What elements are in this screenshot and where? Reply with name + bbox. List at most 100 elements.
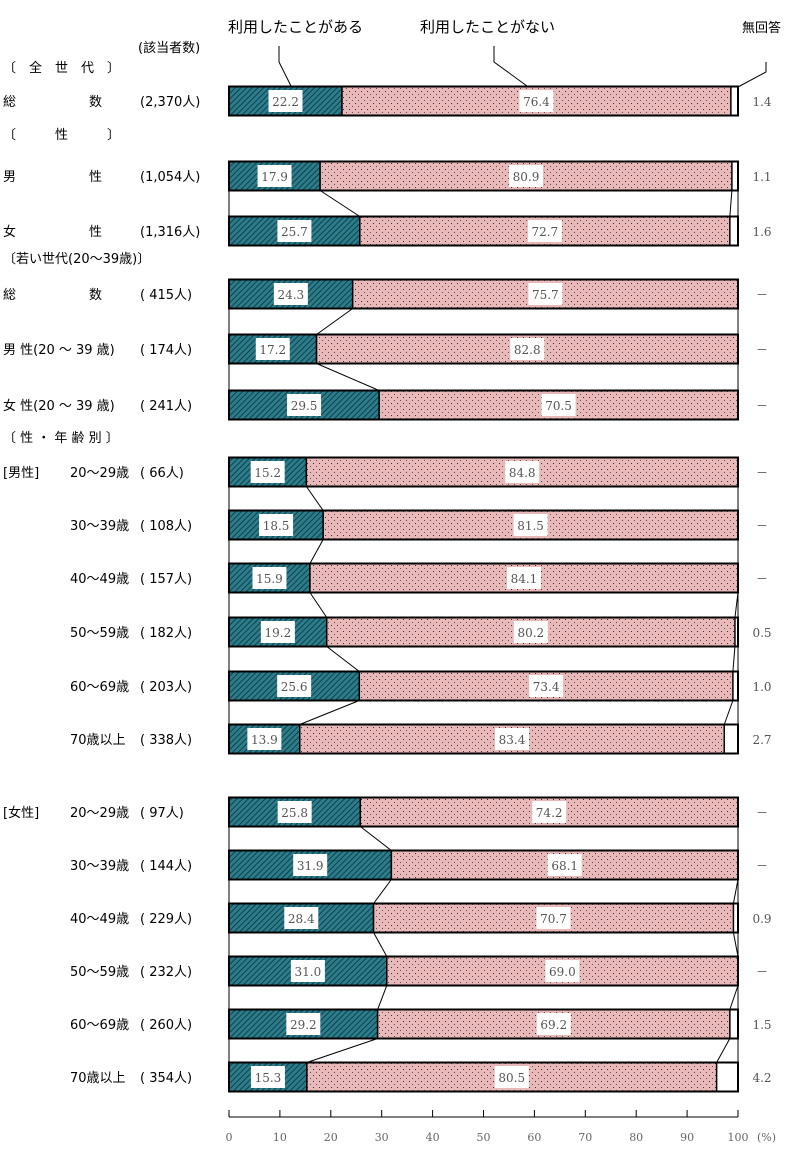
data-label-bg [293,854,328,876]
legend-leader-line [278,46,292,87]
connector-line [305,486,324,511]
bar-outline [228,456,739,488]
row-count: (1,054人) [140,170,200,185]
data-label-bg [284,907,319,929]
row-count: ( 203人) [140,680,192,695]
data-label-bg [277,220,312,242]
data-label-bg [510,338,545,360]
data-label-bg [527,220,562,242]
data-label-bg [273,283,308,305]
data-label-bg [277,675,312,697]
data-label-bg [494,1066,529,1088]
no-answer-label: 1.1 [752,170,771,184]
data-label-bg [519,90,554,112]
bar-outline [228,389,739,421]
data-label-bg [509,165,544,187]
legend-not-used: 利用したことがない [420,18,555,36]
bar-outline [228,160,739,192]
data-label-bg [547,854,582,876]
bar-outline [228,796,739,828]
data-label: 76.4 [523,95,550,109]
row-label: 50～59歳 [70,626,129,641]
data-label: 25.7 [281,225,308,239]
data-label: 31.9 [297,859,324,873]
connector-line [723,700,734,725]
x-tick-label: 80 [629,1131,643,1144]
row-count: ( 229人) [140,912,192,927]
x-tick-label: 90 [680,1131,694,1144]
group-label: [女性] [3,805,39,821]
connector-line [326,646,360,672]
data-label: 29.2 [290,1018,317,1032]
row-label: 60～69歳 [70,680,129,695]
data-label: 15.3 [255,1071,282,1085]
data-label: 25.8 [281,806,308,820]
no-answer-label: － [756,343,768,357]
data-label: 29.5 [291,399,318,413]
no-answer-label: 1.4 [752,95,771,109]
data-label: 68.1 [551,859,578,873]
row-label: 70歳以上 [70,733,126,748]
connector-line [299,700,360,725]
connector-line [732,646,736,672]
legend-used: 利用したことがある [228,18,363,36]
data-label-bg [541,394,576,416]
no-answer-label: 4.2 [752,1071,771,1085]
row-label: 70歳以上 [70,1071,126,1086]
row-label: 60～69歳 [70,1018,129,1033]
connector-line [316,363,380,391]
row-label: 40～49歳 [70,912,129,927]
row-label: 女 性(20 ～ 39 歳) [3,398,115,414]
data-label: 18.5 [263,519,290,533]
data-label-bg [257,165,292,187]
data-label-bg [513,621,548,643]
data-label: 74.2 [536,806,563,820]
row-count: ( 241人) [140,399,192,414]
connector-line [360,826,392,851]
connector-line [319,190,361,217]
no-answer-label: － [756,572,768,586]
row-label-suffix: 性 [89,225,102,240]
data-label-bg [286,1013,321,1035]
bar-outline [228,902,739,934]
data-label-bg [536,1013,571,1035]
legend-no-answer: 無回答 [742,20,781,36]
x-tick-label: 60 [527,1131,541,1144]
row-label: 総 [3,95,16,110]
row-count: ( 97人) [140,806,184,821]
no-answer-label: 0.9 [752,912,771,926]
group-label: [男性] [3,466,39,481]
row-count: ( 66人) [140,466,184,481]
bar-outline [228,333,739,365]
data-label-bg [247,728,282,750]
data-label: 22.2 [272,95,299,109]
row-label: 男 性(20 ～ 39 歳) [3,343,115,358]
data-label: 80.5 [498,1071,525,1085]
no-answer-label: － [756,399,768,413]
row-label: 総 [3,288,16,303]
x-tick-label: 40 [426,1131,440,1144]
connector-line [729,190,733,217]
data-label: 24.3 [277,288,304,302]
bar-outline [228,215,739,247]
row-label: 50～59歳 [70,965,129,980]
bar-outline [228,278,739,310]
no-answer-label: 0.5 [752,626,771,640]
no-answer-label: 1.5 [752,1018,771,1032]
data-label: 84.8 [509,466,536,480]
data-label: 69.0 [549,965,576,979]
data-label: 82.8 [514,343,541,357]
data-label: 19.2 [265,626,292,640]
bar-outline [228,509,739,541]
legend-leader-line [737,62,767,88]
data-label-bg [250,461,285,483]
section-title: 〔 全 世 代 〕 [3,60,120,76]
data-label-bg [536,907,571,929]
connector-line [309,592,328,618]
row-label-suffix: 数 [89,288,102,303]
connector-line [316,308,353,335]
x-tick-label: 100 [728,1131,749,1144]
row-label: 女 [3,224,16,240]
data-label-bg [505,461,540,483]
